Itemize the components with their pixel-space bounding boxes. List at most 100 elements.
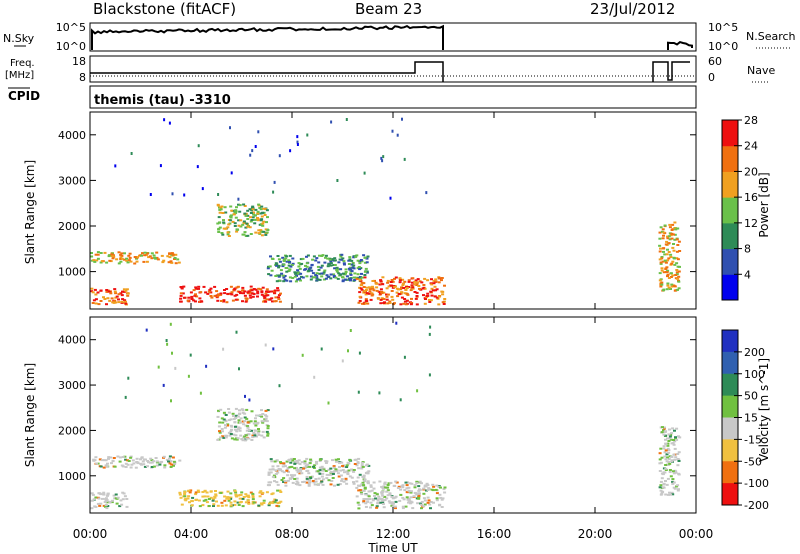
range-gate-cell <box>217 228 221 231</box>
range-gate-cell <box>324 470 328 472</box>
range-gate-cell <box>253 218 256 221</box>
range-gate-cell <box>364 493 368 496</box>
range-gate-cell <box>145 252 149 255</box>
range-gate-cell <box>113 465 117 468</box>
range-gate-cell <box>105 494 109 497</box>
x-tick-label: 12:00 <box>376 527 411 541</box>
colorbar-swatch <box>722 197 738 224</box>
range-gate-cell <box>226 490 230 493</box>
range-gate-cell <box>244 226 248 229</box>
range-gate-cell <box>301 353 304 357</box>
range-gate-cell <box>263 214 267 216</box>
range-gate-cell <box>383 499 387 502</box>
range-gate-cell <box>301 257 305 260</box>
range-gate-cell <box>256 210 260 213</box>
range-gate-cell <box>423 499 427 502</box>
range-gate-cell <box>664 458 668 461</box>
range-gate-cell <box>124 462 128 465</box>
range-gate-cell <box>233 294 237 297</box>
range-gate-cell <box>286 467 290 469</box>
range-gate-cell <box>112 494 116 497</box>
range-gate-cell <box>162 455 166 458</box>
range-gate-cell <box>348 256 352 259</box>
range-gate-cell <box>102 493 106 496</box>
freq-left-tick-top: 18 <box>72 55 86 68</box>
range-gate-cell <box>379 288 383 291</box>
range-gate-cell <box>422 492 426 495</box>
range-gate-cell <box>279 292 282 295</box>
range-gate-cell <box>430 283 434 286</box>
range-gate-cell <box>352 469 356 471</box>
range-gate-cell <box>670 262 674 265</box>
range-gate-cell <box>669 433 673 436</box>
range-gate-cell <box>249 153 252 157</box>
range-gate-cell <box>241 420 245 423</box>
range-gate-cell <box>257 229 261 232</box>
range-gate-cell <box>338 461 341 464</box>
range-gate-cell <box>431 289 435 292</box>
range-gate-cell <box>375 506 379 509</box>
range-gate-cell <box>365 464 368 467</box>
range-gate-cell <box>307 269 311 272</box>
range-gate-cell <box>405 496 409 499</box>
range-gate-cell <box>224 504 228 507</box>
range-gate-cell <box>378 391 381 395</box>
range-gate-cell <box>309 266 313 269</box>
range-gate-cell <box>243 205 247 207</box>
range-gate-cell <box>234 298 238 301</box>
range-gate-cell <box>251 149 254 153</box>
range-gate-cell <box>341 469 345 471</box>
range-gate-cell <box>352 470 356 473</box>
range-gate-cell <box>266 425 270 427</box>
range-gate-cell <box>265 231 269 234</box>
range-gate-cell <box>246 499 250 502</box>
range-gate-cell <box>670 285 674 288</box>
range-gate-cell <box>407 489 411 492</box>
range-gate-cell <box>343 263 346 266</box>
range-gate-cell <box>171 456 175 459</box>
range-gate-cell <box>298 277 301 280</box>
range-gate-cell <box>201 491 205 493</box>
range-gate-cell <box>93 459 97 462</box>
range-gate-cell <box>380 492 384 495</box>
freq-unit-label: [MHz] <box>5 70 34 81</box>
sky-panel-frame <box>89 22 697 52</box>
range-gate-cell <box>225 497 229 500</box>
range-gate-cell <box>251 498 255 501</box>
range-gate-cell <box>658 231 662 234</box>
range-gate-cell <box>337 458 340 461</box>
range-gate-cell <box>675 273 679 276</box>
range-gate-cell <box>414 279 418 282</box>
range-gate-cell <box>417 492 421 495</box>
x-tick-label: 00:00 <box>679 527 714 541</box>
range-gate-cell <box>227 498 231 500</box>
range-gate-cell <box>261 491 265 494</box>
range-gate-cell <box>268 265 272 268</box>
range-gate-cell <box>171 253 175 256</box>
range-gate-cell <box>437 276 441 279</box>
range-gate-cell <box>249 212 253 214</box>
range-gate-cell <box>119 260 123 263</box>
range-gate-cell <box>318 460 322 462</box>
range-gate-cell <box>163 464 167 467</box>
range-gate-cell <box>252 501 256 504</box>
y-tick-label: 4000 <box>58 334 86 347</box>
range-gate-cell <box>207 498 211 500</box>
range-gate-cell <box>260 434 264 437</box>
range-gate-cell <box>423 302 427 305</box>
range-gate-cell <box>672 470 675 473</box>
range-gate-cell <box>254 145 257 148</box>
range-gate-cell <box>423 503 427 506</box>
range-gate-cell <box>357 266 361 268</box>
range-gate-cell <box>671 260 675 263</box>
range-gate-cell <box>270 501 274 504</box>
range-gate-cell <box>401 484 405 487</box>
range-gate-cell <box>439 486 442 489</box>
range-gate-cell <box>102 491 106 494</box>
range-gate-cell <box>291 277 295 279</box>
range-gate-cell <box>322 271 326 274</box>
range-gate-cell <box>309 477 313 480</box>
range-gate-cell <box>662 429 665 432</box>
range-gate-cell <box>667 235 671 238</box>
range-gate-cell <box>440 498 444 501</box>
